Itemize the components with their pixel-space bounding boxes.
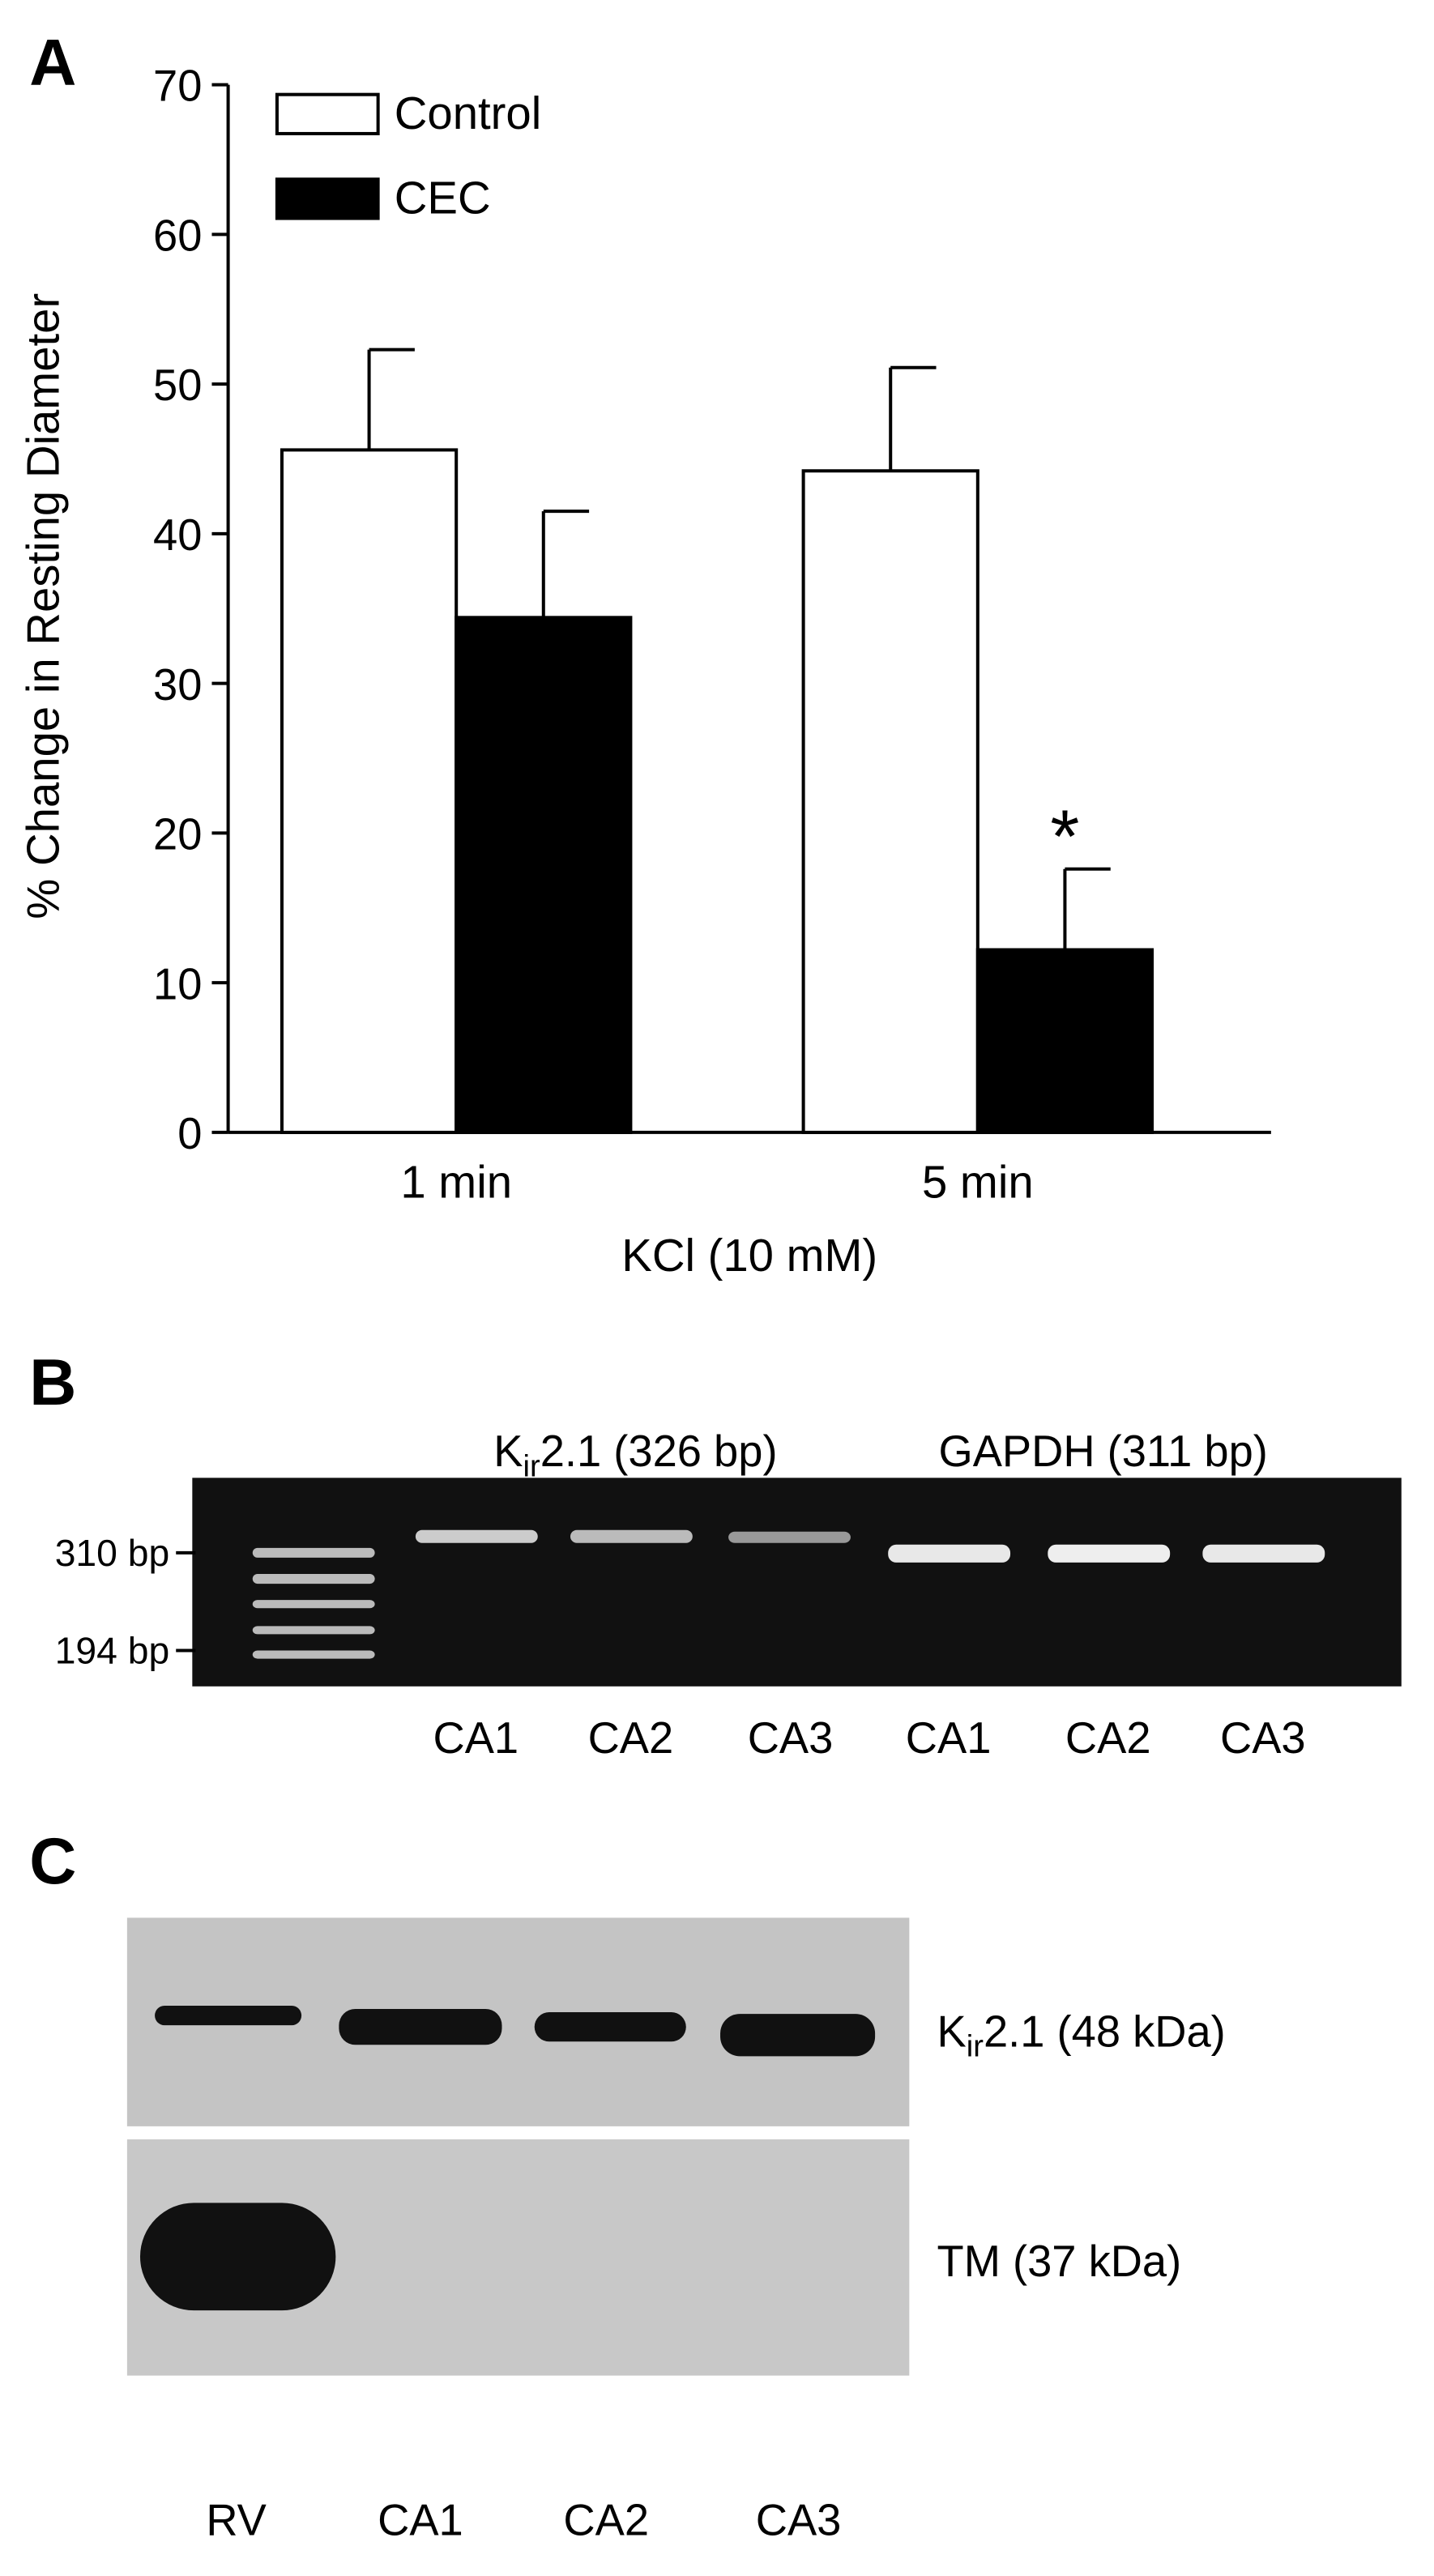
gel-band — [728, 1531, 851, 1543]
panel-label: C — [29, 1825, 76, 1898]
y-tick-label: 30 — [153, 660, 202, 710]
lane-labels: RV CA1 CA2 CA3 — [206, 2496, 841, 2545]
group-label: Kir2.1 (326 bp) — [493, 1427, 777, 1483]
y-tick-label: 10 — [153, 959, 202, 1009]
gel-band — [415, 1529, 538, 1543]
gel-image — [192, 1478, 1402, 1687]
lane-label: CA2 — [563, 2496, 649, 2545]
gel-band — [888, 1544, 1011, 1563]
legend-swatch — [275, 92, 380, 135]
label-subscript: ir — [523, 1448, 540, 1483]
blot-band — [534, 2012, 686, 2042]
legend-label: Control — [395, 87, 541, 139]
blot-band — [155, 2006, 302, 2026]
lane-labels: CA1 CA2 CA3 CA1 CA2 CA3 — [433, 1713, 1306, 1763]
bar — [280, 448, 459, 1134]
y-axis-label: % Change in Resting Diameter — [17, 293, 68, 919]
lane-label: CA2 — [588, 1713, 674, 1763]
y-tick-label: 60 — [153, 211, 202, 260]
lane-label: CA3 — [748, 1713, 834, 1763]
bar — [801, 469, 979, 1134]
y-tick-label: 40 — [153, 510, 202, 560]
size-marker: 194 bp — [55, 1630, 169, 1672]
ladder-band — [252, 1650, 375, 1659]
lane-label: CA2 — [1065, 1713, 1151, 1763]
legend-label: CEC — [395, 173, 491, 224]
blot-band — [339, 2009, 502, 2045]
x-tick-label: 5 min — [922, 1156, 1034, 1207]
annotation: * — [1050, 795, 1079, 879]
panel-label: A — [29, 27, 76, 100]
blot-bands — [139, 2006, 876, 2311]
ladder — [252, 1547, 375, 1659]
ladder-band — [252, 1626, 375, 1635]
row-label: Kir2.1 (48 kDa) — [937, 2007, 1226, 2063]
blot-band — [139, 2203, 336, 2311]
ladder-band — [252, 1600, 375, 1609]
gel-band — [570, 1529, 693, 1543]
lane-label: CA1 — [433, 1713, 519, 1763]
lane-label: CA3 — [1220, 1713, 1306, 1763]
label-subscript: ir — [967, 2028, 984, 2063]
x-tick-label: 1 min — [400, 1156, 512, 1207]
size-marker: 310 bp — [55, 1532, 169, 1574]
lane-label: CA3 — [756, 2496, 842, 2545]
group-label: GAPDH (311 bp) — [938, 1427, 1267, 1476]
ladder-band — [252, 1547, 375, 1558]
gel-bands — [415, 1529, 1325, 1563]
y-tick-label: 70 — [153, 62, 202, 111]
x-axis-label: KCl (10 mM) — [621, 1230, 877, 1281]
lane-label: CA1 — [378, 2496, 463, 2545]
row-label: TM (37 kDa) — [937, 2237, 1182, 2286]
lane-label: CA1 — [906, 1713, 992, 1763]
bar — [455, 616, 633, 1134]
label-text: K — [493, 1427, 523, 1476]
y-tick-label: 0 — [177, 1109, 202, 1158]
legend-swatch — [275, 177, 380, 220]
gel-band — [1202, 1544, 1325, 1563]
ladder-band — [252, 1573, 375, 1584]
y-tick-label: 20 — [153, 810, 202, 859]
gel-band — [1048, 1544, 1171, 1563]
panel-label: B — [29, 1346, 76, 1419]
label-text: K — [937, 2007, 967, 2056]
bar-chart: 0 10 20 30 40 50 60 70 1 min 5 min * Control CEC — [153, 62, 1271, 1207]
blot-band — [720, 2014, 876, 2057]
label-text: 2.1 (48 kDa) — [984, 2007, 1226, 2056]
y-tick-label: 50 — [153, 360, 202, 410]
bar — [975, 948, 1154, 1134]
lane-label: RV — [206, 2496, 266, 2545]
label-text: 2.1 (326 bp) — [540, 1427, 778, 1476]
